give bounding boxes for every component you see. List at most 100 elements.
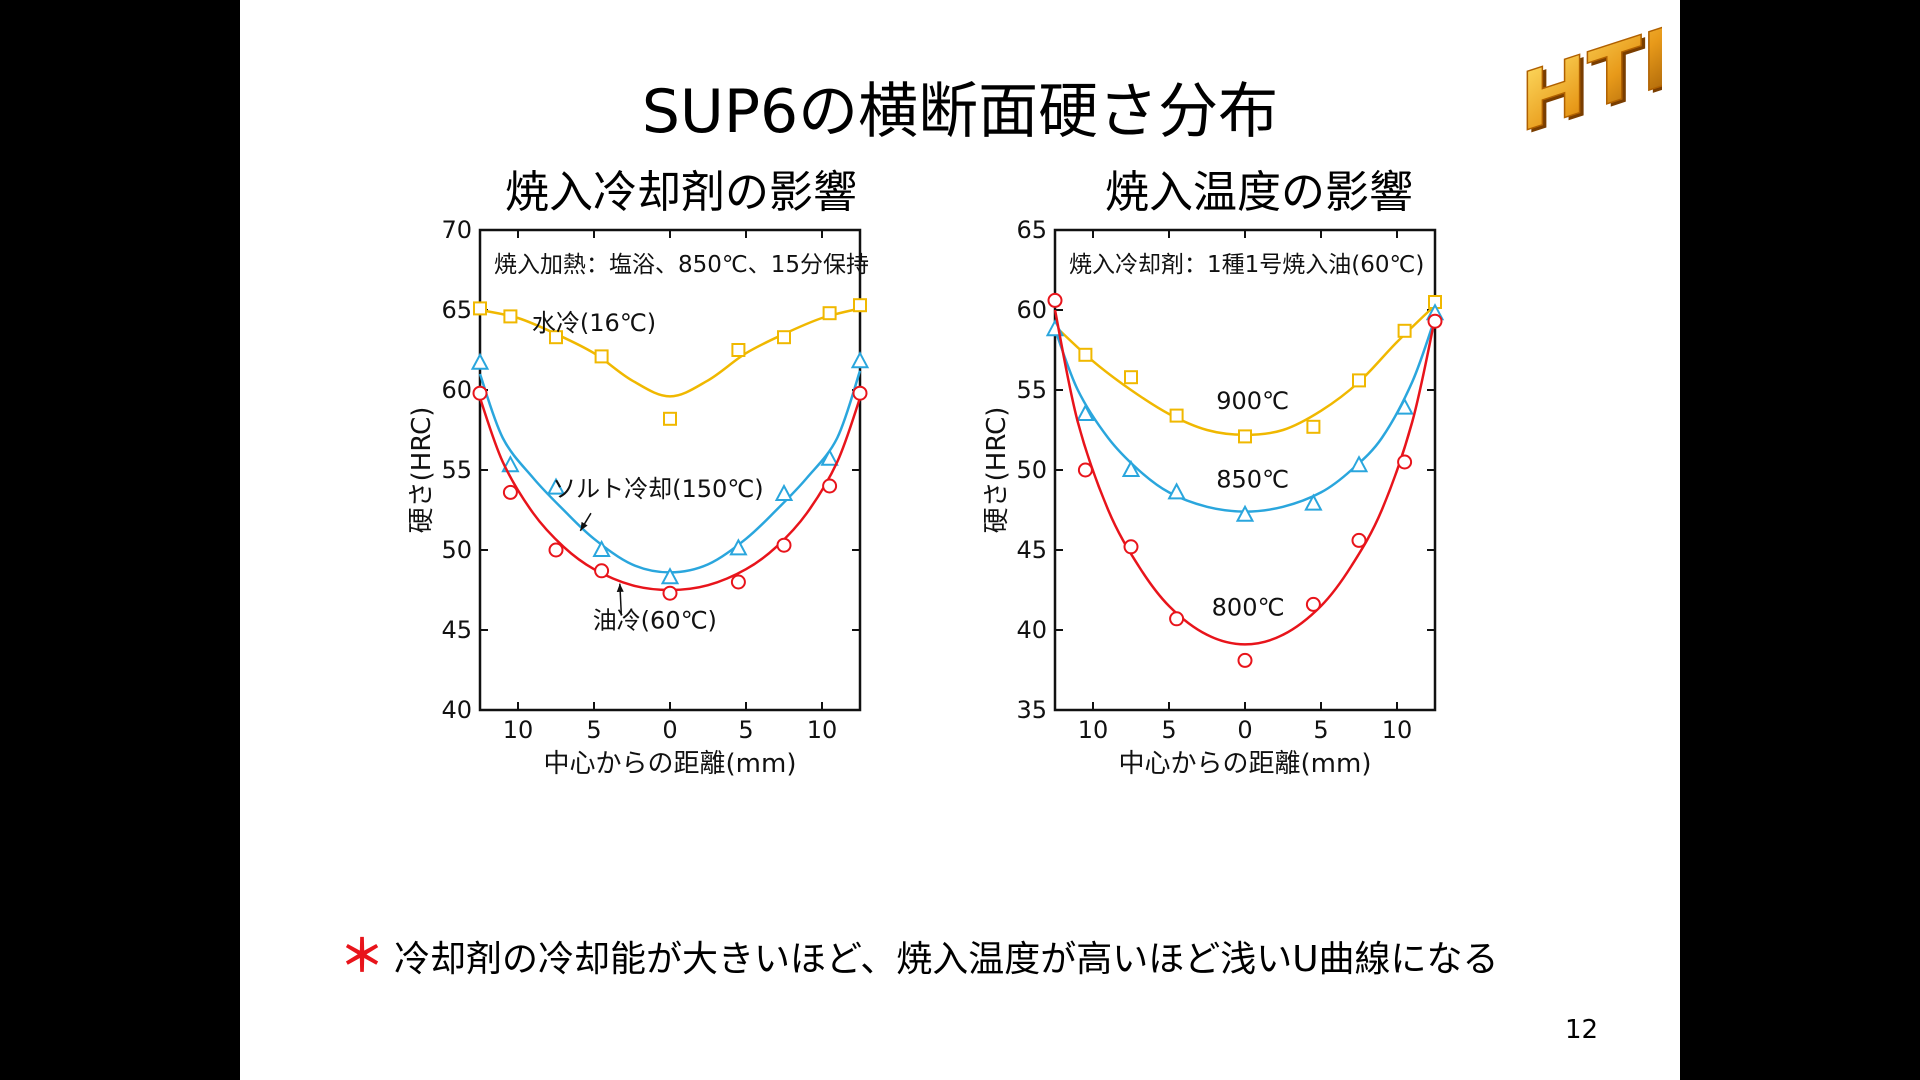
plot-frame bbox=[478, 228, 862, 712]
x-tick-label: 0 bbox=[662, 716, 677, 744]
arrow-head bbox=[616, 583, 624, 593]
page-number: 12 bbox=[1565, 1015, 1599, 1045]
series-label: 850℃ bbox=[1216, 466, 1289, 494]
data-point-triangle bbox=[1304, 493, 1323, 511]
series-2: 油冷(60℃) bbox=[472, 385, 868, 634]
data-point-triangle bbox=[592, 539, 611, 557]
data-point-square bbox=[473, 301, 487, 316]
data-point-triangle bbox=[1349, 455, 1369, 473]
data-point-square bbox=[1169, 408, 1184, 423]
conclusion-note: ＊冷却剤の冷却能が大きいほど、焼入温度が高いほど浅いU曲線になる bbox=[340, 932, 1499, 985]
data-point-circle bbox=[662, 585, 678, 601]
slide: HTH HTH SUP6の横断面硬さ分布 焼入冷却剤の影響 焼入温度の影響 40… bbox=[240, 0, 1680, 1080]
series-0: 水冷(16℃) bbox=[473, 298, 867, 426]
chart-right-title: 焼入温度の影響 bbox=[1105, 167, 1413, 218]
y-tick-label: 35 bbox=[1016, 696, 1047, 724]
data-point-circle bbox=[1351, 532, 1367, 548]
data-point-square bbox=[1238, 429, 1252, 444]
x-tick-label: 10 bbox=[1078, 716, 1109, 744]
series-2: 800℃ bbox=[1047, 292, 1443, 668]
series-curve bbox=[478, 370, 862, 574]
y-tick-label: 50 bbox=[441, 536, 472, 564]
data-point-square bbox=[1124, 370, 1138, 385]
data-point-circle bbox=[1123, 539, 1139, 555]
series-label: 油冷(60℃) bbox=[593, 606, 717, 634]
data-point-triangle bbox=[660, 567, 680, 585]
data-point-circle bbox=[472, 385, 488, 401]
data-point-circle bbox=[776, 537, 792, 553]
data-point-triangle bbox=[1395, 397, 1414, 415]
data-point-triangle bbox=[850, 351, 870, 369]
data-point-square bbox=[731, 343, 746, 357]
chart-left-title: 焼入冷却剤の影響 bbox=[505, 167, 857, 218]
x-tick-label: 5 bbox=[1313, 716, 1328, 744]
y-axis-label: 硬さ(HRC) bbox=[407, 407, 437, 534]
x-tick-label: 5 bbox=[1161, 716, 1176, 744]
y-tick-label: 40 bbox=[1016, 616, 1047, 644]
data-point-circle bbox=[1427, 313, 1443, 329]
data-point-circle bbox=[594, 563, 610, 579]
data-point-triangle bbox=[470, 352, 490, 370]
series-curve bbox=[1053, 309, 1437, 646]
data-point-circle bbox=[1047, 292, 1063, 308]
condition-annotation: 焼入冷却剤：1種1号焼入油(60℃) bbox=[1069, 252, 1424, 278]
data-point-circle bbox=[1169, 611, 1185, 627]
data-point-square bbox=[503, 309, 518, 324]
series-curve bbox=[1054, 304, 1436, 437]
data-point-circle bbox=[730, 574, 746, 590]
x-tick-label: 10 bbox=[1382, 716, 1413, 744]
data-point-square bbox=[594, 349, 609, 364]
x-tick-label: 10 bbox=[807, 716, 838, 744]
data-point-triangle bbox=[1167, 482, 1186, 500]
y-tick-label: 65 bbox=[1016, 216, 1047, 244]
data-point-triangle bbox=[546, 477, 566, 495]
data-point-square bbox=[1352, 373, 1366, 388]
hth-logo: HTH HTH bbox=[1520, 6, 1662, 142]
data-point-triangle bbox=[820, 448, 839, 466]
asterisk-icon: ＊ bbox=[340, 931, 384, 982]
y-tick-label: 45 bbox=[441, 616, 472, 644]
series-label: ソルト冷却(150℃) bbox=[552, 475, 764, 503]
data-point-circle bbox=[1077, 462, 1093, 478]
data-point-square bbox=[1078, 347, 1093, 362]
data-point-square bbox=[853, 298, 867, 313]
x-tick-label: 10 bbox=[503, 716, 534, 744]
y-tick-label: 65 bbox=[441, 296, 472, 324]
data-point-circle bbox=[1397, 454, 1413, 470]
y-tick-label: 55 bbox=[1016, 376, 1047, 404]
data-point-circle bbox=[502, 484, 518, 500]
y-tick-label: 50 bbox=[1016, 456, 1047, 484]
data-point-square bbox=[777, 330, 791, 345]
conclusion-text: 冷却剤の冷却能が大きいほど、焼入温度が高いほど浅いU曲線になる bbox=[394, 939, 1499, 980]
data-point-square bbox=[822, 306, 837, 321]
series-label: 900℃ bbox=[1216, 387, 1289, 415]
data-point-triangle bbox=[1235, 504, 1255, 522]
y-tick-label: 55 bbox=[441, 456, 472, 484]
arrow-head bbox=[580, 521, 588, 531]
data-point-square bbox=[549, 330, 563, 345]
x-axis-label: 中心からの距離(mm) bbox=[544, 749, 797, 779]
x-tick-label: 5 bbox=[586, 716, 601, 744]
y-tick-label: 70 bbox=[441, 216, 472, 244]
y-tick-label: 60 bbox=[441, 376, 472, 404]
x-tick-label: 5 bbox=[738, 716, 753, 744]
y-tick-label: 40 bbox=[441, 696, 472, 724]
series-label: 水冷(16℃) bbox=[532, 309, 656, 337]
x-tick-label: 0 bbox=[1237, 716, 1252, 744]
data-point-triangle bbox=[1076, 403, 1095, 421]
x-axis-label: 中心からの距離(mm) bbox=[1119, 749, 1372, 779]
series-label: 800℃ bbox=[1212, 594, 1285, 622]
data-point-circle bbox=[548, 542, 564, 558]
data-point-triangle bbox=[1121, 459, 1141, 477]
y-tick-label: 60 bbox=[1016, 296, 1047, 324]
y-axis-label: 硬さ(HRC) bbox=[982, 407, 1012, 534]
data-point-circle bbox=[1237, 652, 1253, 668]
series-0: 900℃ bbox=[1054, 295, 1442, 444]
data-point-triangle bbox=[774, 483, 794, 501]
data-point-square bbox=[1397, 323, 1412, 338]
series-1: ソルト冷却(150℃) bbox=[470, 351, 870, 585]
data-point-circle bbox=[1305, 596, 1321, 612]
data-point-circle bbox=[852, 385, 868, 401]
data-point-circle bbox=[822, 478, 838, 494]
